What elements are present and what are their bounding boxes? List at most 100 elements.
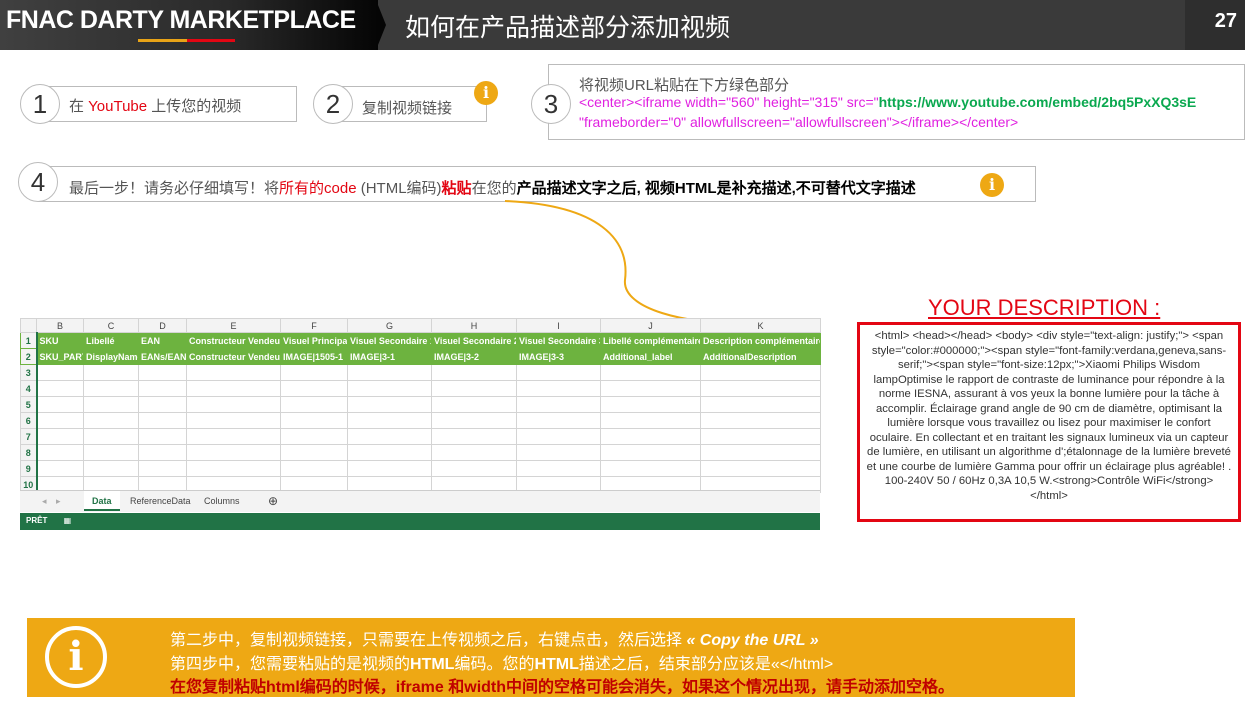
cell[interactable] <box>186 364 281 381</box>
cell[interactable] <box>431 396 517 413</box>
cell[interactable] <box>431 428 517 445</box>
cell[interactable]: Description complémentaire <box>700 332 821 349</box>
cell[interactable] <box>186 428 281 445</box>
cell[interactable] <box>700 364 821 381</box>
cell[interactable] <box>280 444 348 461</box>
cell[interactable] <box>431 364 517 381</box>
row-header[interactable]: 3 <box>20 364 38 381</box>
cell[interactable] <box>700 380 821 397</box>
cell[interactable]: F <box>280 318 348 333</box>
cell[interactable] <box>516 396 601 413</box>
row-header[interactable]: 6 <box>20 412 38 429</box>
cell[interactable] <box>431 412 517 429</box>
cell[interactable] <box>516 380 601 397</box>
cell[interactable] <box>431 460 517 477</box>
cell[interactable]: G <box>347 318 432 333</box>
cell[interactable] <box>280 380 348 397</box>
cell[interactable] <box>347 364 432 381</box>
cell[interactable] <box>700 460 821 477</box>
row-header[interactable] <box>20 318 37 333</box>
cell[interactable] <box>431 380 517 397</box>
cell[interactable]: Libellé <box>83 332 139 349</box>
row-header[interactable]: 7 <box>20 428 38 445</box>
cell[interactable]: IMAGE|3-3 <box>516 348 601 365</box>
cell[interactable] <box>280 428 348 445</box>
cell[interactable]: Additional_label <box>600 348 701 365</box>
cell[interactable] <box>347 444 432 461</box>
cell[interactable] <box>138 412 187 429</box>
cell[interactable] <box>83 428 139 445</box>
row-header[interactable]: 9 <box>20 460 38 477</box>
tab-data[interactable]: Data <box>84 491 120 511</box>
row-header[interactable]: 5 <box>20 396 38 413</box>
cell[interactable] <box>516 460 601 477</box>
cell[interactable] <box>516 364 601 381</box>
cell[interactable]: Constructeur Vendeur <box>186 332 281 349</box>
cell[interactable]: SKU_PART <box>36 348 84 365</box>
cell[interactable] <box>36 396 84 413</box>
cell[interactable] <box>36 380 84 397</box>
cell[interactable] <box>186 380 281 397</box>
cell[interactable]: EANs/EAN <box>138 348 187 365</box>
scroll-left-icon[interactable]: ◂ <box>42 496 47 506</box>
cell[interactable] <box>138 444 187 461</box>
add-sheet-icon[interactable]: ⊕ <box>268 494 279 508</box>
cell[interactable] <box>347 396 432 413</box>
cell[interactable] <box>280 364 348 381</box>
cell[interactable]: IMAGE|3-1 <box>347 348 432 365</box>
cell[interactable]: D <box>138 318 187 333</box>
cell[interactable] <box>138 460 187 477</box>
cell[interactable] <box>83 396 139 413</box>
tab-columns[interactable]: Columns <box>204 496 240 506</box>
cell[interactable]: I <box>516 318 601 333</box>
row-header[interactable]: 8 <box>20 444 38 461</box>
cell[interactable] <box>600 460 701 477</box>
cell[interactable] <box>600 380 701 397</box>
cell[interactable] <box>347 412 432 429</box>
cell[interactable] <box>280 412 348 429</box>
cell[interactable]: E <box>186 318 281 333</box>
cell[interactable] <box>83 380 139 397</box>
cell[interactable] <box>600 444 701 461</box>
cell[interactable] <box>36 412 84 429</box>
cell[interactable] <box>431 444 517 461</box>
cell[interactable]: Visuel Secondaire 2 <box>431 332 517 349</box>
cell[interactable] <box>700 412 821 429</box>
cell[interactable]: AdditionalDescription <box>700 348 821 365</box>
cell[interactable]: EAN <box>138 332 187 349</box>
cell[interactable]: Visuel Principal <box>280 332 348 349</box>
cell[interactable] <box>186 396 281 413</box>
cell[interactable] <box>347 460 432 477</box>
cell[interactable] <box>36 364 84 381</box>
cell[interactable] <box>700 444 821 461</box>
cell[interactable] <box>516 444 601 461</box>
cell[interactable]: H <box>431 318 517 333</box>
cell[interactable] <box>600 428 701 445</box>
cell[interactable] <box>186 412 281 429</box>
cell[interactable] <box>83 364 139 381</box>
cell[interactable] <box>516 412 601 429</box>
cell[interactable]: DisplayName <box>83 348 139 365</box>
scroll-right-icon[interactable]: ▸ <box>56 496 61 506</box>
cell[interactable] <box>347 380 432 397</box>
row-header[interactable]: 2 <box>20 348 38 365</box>
cell[interactable]: C <box>83 318 139 333</box>
row-header[interactable]: 4 <box>20 380 38 397</box>
cell[interactable] <box>83 412 139 429</box>
cell[interactable]: Libellé complémentaire <box>600 332 701 349</box>
cell[interactable]: B <box>36 318 84 333</box>
cell[interactable] <box>138 428 187 445</box>
cell[interactable] <box>36 428 84 445</box>
cell[interactable]: Visuel Secondaire 1 <box>347 332 432 349</box>
tab-referencedata[interactable]: ReferenceData <box>130 496 191 506</box>
cell[interactable] <box>138 396 187 413</box>
cell[interactable] <box>347 428 432 445</box>
cell[interactable] <box>138 364 187 381</box>
cell[interactable] <box>83 444 139 461</box>
cell[interactable] <box>280 396 348 413</box>
cell[interactable]: IMAGE|3-2 <box>431 348 517 365</box>
cell[interactable]: IMAGE|1505-1 <box>280 348 348 365</box>
cell[interactable] <box>36 444 84 461</box>
cell[interactable]: SKU <box>36 332 84 349</box>
cell[interactable] <box>138 380 187 397</box>
